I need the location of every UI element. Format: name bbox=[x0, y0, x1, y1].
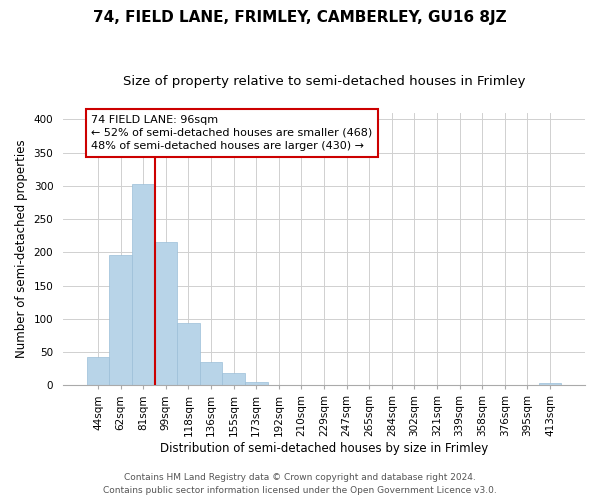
Text: 74 FIELD LANE: 96sqm
← 52% of semi-detached houses are smaller (468)
48% of semi: 74 FIELD LANE: 96sqm ← 52% of semi-detac… bbox=[91, 115, 373, 151]
Text: 74, FIELD LANE, FRIMLEY, CAMBERLEY, GU16 8JZ: 74, FIELD LANE, FRIMLEY, CAMBERLEY, GU16… bbox=[93, 10, 507, 25]
Bar bbox=[177, 323, 200, 386]
Bar bbox=[539, 384, 561, 386]
Bar bbox=[200, 362, 223, 386]
X-axis label: Distribution of semi-detached houses by size in Frimley: Distribution of semi-detached houses by … bbox=[160, 442, 488, 455]
Bar bbox=[132, 184, 155, 386]
Bar bbox=[109, 255, 132, 386]
Bar bbox=[245, 382, 268, 386]
Bar bbox=[155, 242, 177, 386]
Y-axis label: Number of semi-detached properties: Number of semi-detached properties bbox=[15, 140, 28, 358]
Title: Size of property relative to semi-detached houses in Frimley: Size of property relative to semi-detach… bbox=[123, 75, 525, 88]
Bar bbox=[87, 356, 109, 386]
Text: Contains HM Land Registry data © Crown copyright and database right 2024.
Contai: Contains HM Land Registry data © Crown c… bbox=[103, 474, 497, 495]
Bar bbox=[223, 374, 245, 386]
